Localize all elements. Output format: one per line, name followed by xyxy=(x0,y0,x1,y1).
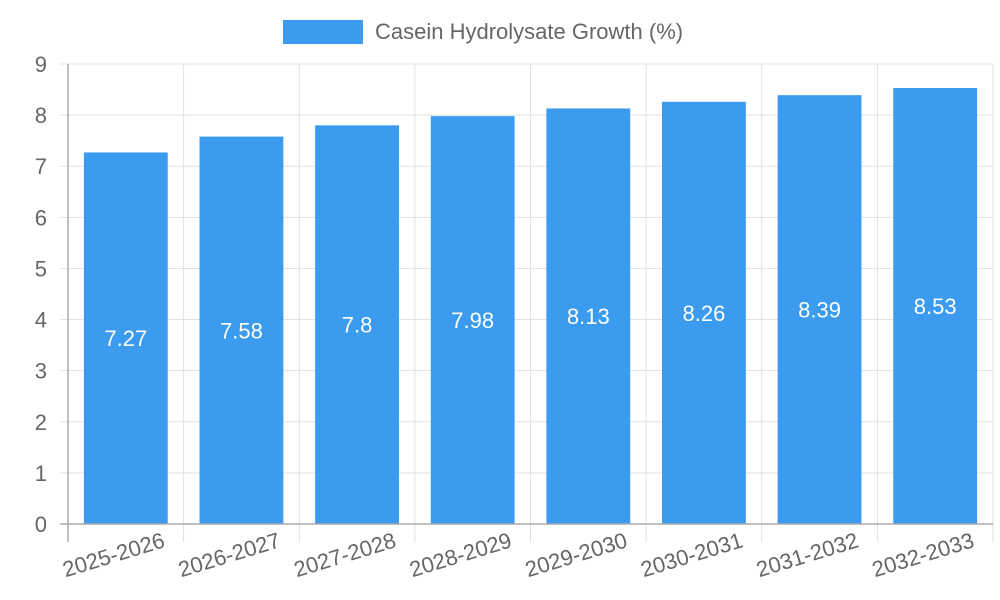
bar[interactable] xyxy=(546,108,631,524)
y-tick-label: 0 xyxy=(35,512,47,537)
x-tick-label: 2027-2028 xyxy=(291,527,399,582)
y-axis-ticks: 0 1 2 3 4 5 6 7 8 9 xyxy=(35,52,47,537)
bar[interactable] xyxy=(662,101,746,525)
bar-value-label: 8.26 xyxy=(683,301,726,326)
bar[interactable] xyxy=(83,152,168,524)
bar-value-label: 7.27 xyxy=(104,326,147,351)
x-tick-label: 2026-2027 xyxy=(175,527,283,582)
y-tick-label: 4 xyxy=(35,308,47,333)
y-tick-label: 2 xyxy=(35,410,47,435)
y-tick-label: 9 xyxy=(35,52,47,77)
data-labels: 7.27 7.58 7.8 7.98 8.13 8.26 8.39 8.53 xyxy=(104,294,956,351)
bar[interactable] xyxy=(315,125,399,524)
legend[interactable]: Casein Hydrolysate Growth (%) xyxy=(283,19,684,44)
bar-value-label: 8.13 xyxy=(567,304,610,329)
bar[interactable] xyxy=(430,116,515,524)
bar-value-label: 7.8 xyxy=(342,313,373,338)
x-tick-label: 2032-2033 xyxy=(869,527,977,582)
y-tick-label: 5 xyxy=(35,256,47,281)
bar[interactable] xyxy=(893,88,978,525)
x-axis-ticks: 2025-2026 2026-2027 2027-2028 2028-2029 2029… xyxy=(60,527,977,582)
x-tick-label: 2031-2032 xyxy=(753,527,861,582)
y-tick-label: 3 xyxy=(35,359,47,384)
x-tick-label: 2030-2031 xyxy=(638,527,746,582)
x-tick-label: 2025-2026 xyxy=(60,527,168,582)
y-tick-label: 8 xyxy=(35,103,47,128)
legend-swatch xyxy=(283,20,363,44)
bar-value-label: 8.53 xyxy=(914,294,957,319)
y-tick-label: 1 xyxy=(35,461,47,486)
axes xyxy=(60,64,993,542)
x-tick-label: 2028-2029 xyxy=(407,527,515,582)
y-tick-label: 7 xyxy=(35,154,47,179)
bar-value-label: 7.98 xyxy=(451,308,494,333)
bar-value-label: 8.39 xyxy=(798,298,841,323)
bar[interactable] xyxy=(777,95,862,524)
bars xyxy=(83,88,978,525)
bar-value-label: 7.58 xyxy=(220,318,263,343)
x-tick-label: 2029-2030 xyxy=(522,527,630,582)
legend-label: Casein Hydrolysate Growth (%) xyxy=(375,19,684,44)
y-tick-label: 6 xyxy=(35,205,47,230)
bar[interactable] xyxy=(199,136,284,525)
